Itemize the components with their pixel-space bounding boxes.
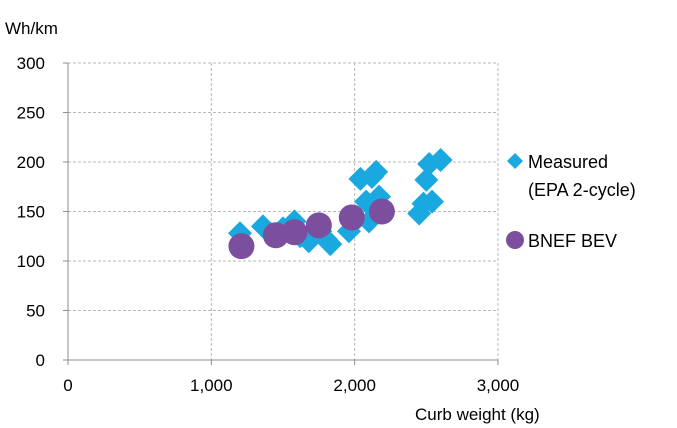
measured-point (428, 148, 453, 173)
axes (63, 62, 499, 365)
y-tick-label: 300 (17, 54, 45, 73)
x-tick-label: 0 (63, 376, 72, 395)
legend-bnef-label: BNEF BEV (528, 231, 617, 251)
y-tick-label: 50 (26, 302, 45, 321)
y-tick-label: 200 (17, 153, 45, 172)
legend-measured-sublabel: (EPA 2-cycle) (528, 180, 636, 200)
y-tick-label: 150 (17, 203, 45, 222)
legend: Measured (EPA 2-cycle) BNEF BEV (506, 152, 636, 251)
x-tick-label: 2,000 (333, 376, 376, 395)
x-tick-label: 3,000 (477, 376, 520, 395)
legend-measured-label: Measured (528, 152, 608, 172)
bnef-bev-point (281, 219, 308, 246)
x-tick-labels: 0 1,000 2,000 3,000 (63, 376, 519, 395)
y-tick-label: 0 (36, 351, 45, 370)
y-tick-label: 100 (17, 252, 45, 271)
bnef-bev-point (305, 212, 332, 239)
x-tick-label: 1,000 (190, 376, 233, 395)
bnef-bev-point (228, 233, 255, 260)
y-tick-labels: 0 50 100 150 200 250 300 (17, 54, 45, 370)
legend-measured-marker (507, 153, 523, 169)
legend-bnef-marker (506, 231, 524, 249)
x-axis-title: Curb weight (kg) (415, 405, 540, 424)
measured-point (420, 189, 445, 214)
measured-point (414, 167, 439, 192)
y-axis-title: Wh/km (5, 19, 58, 38)
bnef-bev-point (368, 198, 395, 225)
y-tick-label: 250 (17, 104, 45, 123)
measured-point (318, 232, 343, 257)
bnef-bev-point (338, 204, 365, 231)
measured-point (364, 159, 389, 184)
grid-lines (68, 62, 499, 360)
series-measured (228, 148, 453, 257)
series-bnef-bev (228, 198, 395, 260)
